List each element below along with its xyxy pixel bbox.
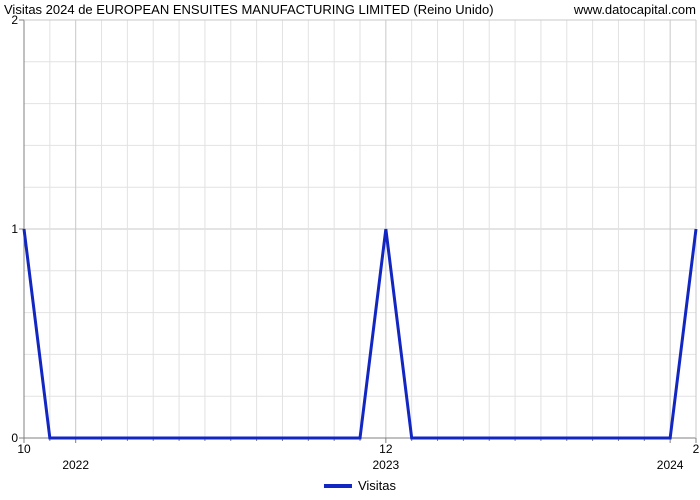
- x-year-label: 2023: [372, 458, 399, 472]
- x-tick-label: 12: [379, 442, 392, 456]
- x-tick-label: 10: [17, 442, 30, 456]
- visits-chart: Visitas 2024 de EUROPEAN ENSUITES MANUFA…: [0, 0, 700, 500]
- chart-svg: [0, 0, 700, 500]
- y-tick-label: 1: [0, 222, 18, 236]
- legend-swatch: [324, 484, 352, 488]
- legend: Visitas: [324, 478, 396, 493]
- y-tick-label: 0: [0, 431, 18, 445]
- y-tick-label: 2: [0, 13, 18, 27]
- x-year-label: 2024: [657, 458, 684, 472]
- legend-label: Visitas: [358, 478, 396, 493]
- x-year-label: 2022: [62, 458, 89, 472]
- x-tick-label: 2: [693, 442, 700, 456]
